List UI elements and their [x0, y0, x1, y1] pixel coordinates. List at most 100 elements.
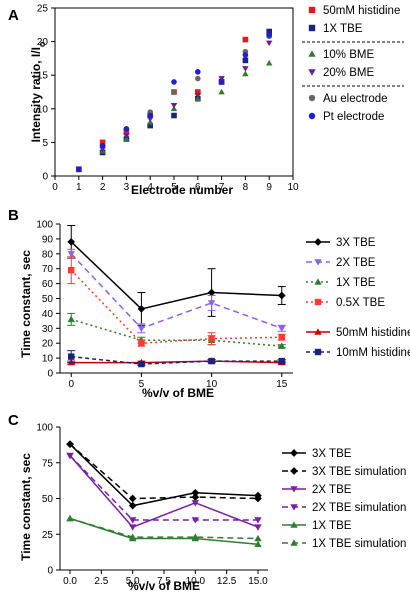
panel-b-point [278, 357, 285, 365]
panel-a-point [123, 129, 130, 136]
panel-c-legend-label: 3X TBE [312, 448, 352, 460]
panel-a-x-tick-label: 6 [195, 182, 201, 193]
panel-c-y-tick-label: 50 [42, 494, 54, 505]
panel-a-x-tick-label: 10 [287, 182, 299, 193]
panel-a-point [171, 89, 177, 95]
panel-b-point [278, 325, 286, 332]
panel-b-point [277, 291, 286, 300]
panel-c-point [254, 524, 262, 531]
panel-b-point [137, 325, 146, 332]
panel-b-point [68, 353, 75, 360]
panel-a-x-tick-label: 1 [76, 182, 82, 193]
panel-b-legend-marker [314, 348, 322, 356]
panel-b-y-tick-label: 50 [42, 294, 54, 305]
panel-b-point [278, 334, 285, 341]
panel-c-point [254, 494, 262, 503]
panel-a-point [146, 116, 154, 123]
panel-b-legend-label: 1X TBE [336, 277, 376, 289]
panel-a-point [170, 103, 178, 109]
panel-c-legend-marker [290, 467, 298, 475]
panel-a-x-tick-label: 2 [100, 182, 106, 193]
panel-a-legend-marker [308, 6, 316, 14]
panel-a-x-tick-label: 0 [52, 182, 58, 193]
panel-b-series-line [70, 269, 282, 344]
panel-c: C 0.0 2.5 5.0 7.5 10.0 12.5 15.0 0 25 50 75 100 %v/… [8, 412, 406, 593]
panel-c-legend-label: 1X TBE [312, 520, 352, 532]
panel-a-legend-label: Pt electrode [323, 111, 384, 123]
panel-b-y-tick-label: 80 [42, 249, 54, 260]
panel-b-point [67, 251, 75, 258]
panel-a-legend-label: 10% BME [323, 49, 374, 61]
panel-b-series-line [70, 253, 283, 330]
panel-b-x-tick-label: 15 [276, 379, 288, 390]
panel-a-point [147, 112, 153, 119]
panel-a-point [242, 70, 249, 77]
panel-c-point [254, 540, 262, 547]
panel-a-point [218, 76, 225, 82]
panel-b-y-tick-label: 10 [42, 354, 54, 365]
panel-b-x-tick-label: 0 [68, 379, 74, 390]
panel-c-point [254, 534, 262, 542]
panel-b-legend-label: 2X TBE [336, 257, 376, 269]
panel-b-legend-label: 3X TBE [336, 237, 376, 249]
panel-c-point [191, 493, 200, 501]
panel-b-legend-label: 10mM histidine [336, 347, 410, 359]
panel-b-series-line [71, 355, 282, 365]
panel-b-legend-label: 0.5X TBE [336, 297, 385, 309]
panel-label-b: B [8, 207, 19, 224]
panel-c-point [191, 517, 200, 524]
panel-c-legend-label: 3X TBE simulation [312, 466, 406, 478]
panel-b-point [138, 360, 145, 368]
panel-c-point [128, 533, 137, 540]
panel-b-y-tick-label: 0 [47, 369, 53, 380]
panel-b-legend-label: 50mM histidine [336, 327, 410, 339]
panel-a-point [242, 52, 249, 58]
panel-a-point [99, 139, 106, 146]
panel-a-point [265, 59, 273, 66]
panel-c-point [66, 514, 74, 522]
panel-a-point [147, 122, 153, 129]
panel-c-series-line [69, 443, 259, 507]
panel-c-legend-marker [290, 449, 298, 457]
panel-b-point [207, 300, 216, 307]
panel-c-series-line [69, 455, 259, 528]
panel-a-y-tick-label: 20 [37, 37, 49, 48]
panel-b-y-tick-label: 30 [42, 324, 54, 335]
panel-c-x-axis-label: %v/v of BME [128, 579, 200, 593]
panel-b-point [207, 288, 216, 297]
panel-c-legend-label: 2X TBE simulation [312, 502, 406, 514]
panel-a-legend-marker [308, 24, 316, 32]
panel-b-y-tick-label: 20 [42, 339, 54, 350]
panel-c-point [191, 533, 200, 540]
panel-b-point [208, 335, 215, 342]
panel-b-legend-marker [314, 259, 322, 266]
panel-c-y-tick-label: 25 [42, 530, 54, 541]
panel-c-series-line [69, 455, 258, 521]
panel-c-x-tick-label: 12.5 [217, 576, 237, 587]
panel-c-x-tick-label: 10.0 [186, 576, 206, 587]
panel-c-series-line [69, 517, 259, 546]
panel-c-point [128, 501, 137, 510]
panel-c-point [66, 440, 74, 448]
plot-b: 0 5 10 15 0 10 20 30 40 50 60 70 80 90 100 [36, 220, 293, 390]
panel-b-point [278, 342, 286, 349]
panel-b-series-line [71, 318, 282, 347]
panel-a-point [171, 79, 177, 85]
plot-c: 0.0 2.5 5.0 7.5 10.0 12.5 15.0 0 25 50 75 100 [36, 423, 268, 588]
panel-c-x-tick-label: 7.5 [157, 576, 171, 587]
panel-a-legend-marker [308, 69, 316, 76]
panel-a-x-tick-label: 7 [219, 182, 225, 193]
panel-a-y-tick-label: 5 [42, 138, 48, 149]
panel-a-legend-marker [308, 112, 316, 120]
panel-c-legend-marker [290, 504, 298, 511]
panel-a-y-tick-label: 10 [37, 104, 49, 115]
panel-a-point [242, 36, 249, 43]
panel-a-point [195, 89, 201, 95]
panel-a-point [76, 166, 82, 173]
panel-b-x-tick-label: 10 [206, 379, 218, 390]
panel-a-point [218, 79, 225, 85]
panel-a-point [171, 112, 177, 119]
panel-b-legend-marker [314, 298, 322, 306]
plot-a: 0 1 2 3 4 5 6 7 8 9 10 0 5 10 15 20 25 [37, 4, 299, 194]
